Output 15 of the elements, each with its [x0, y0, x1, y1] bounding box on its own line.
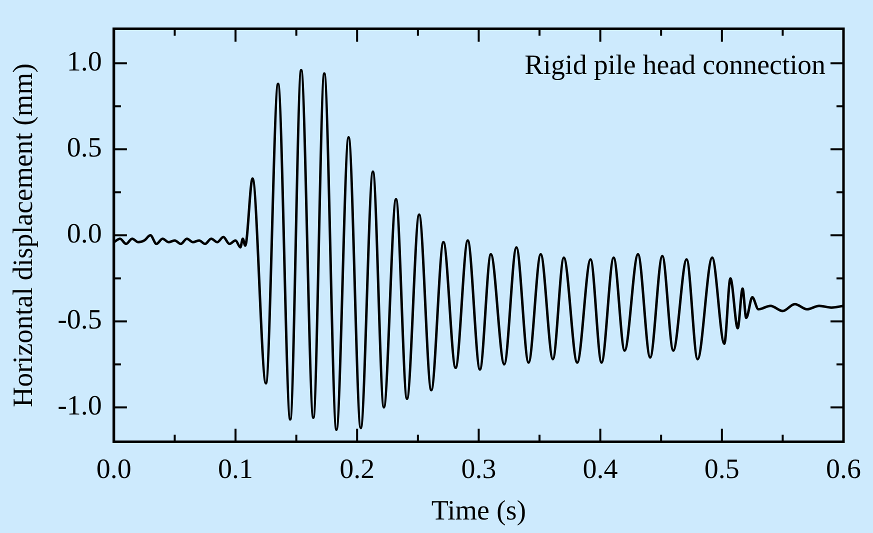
y-tick-label: 0.0: [66, 218, 102, 250]
x-tick-label: 0.2: [340, 454, 375, 485]
y-tick-label: -0.5: [58, 304, 102, 336]
y-tick-label: 1.0: [66, 46, 102, 78]
x-tick-label: 0.6: [826, 454, 861, 485]
x-axis-title: Time (s): [431, 496, 526, 527]
x-tick-label: 0.4: [582, 454, 618, 485]
y-tick-label: 0.5: [66, 132, 102, 164]
x-tick-label: 0.1: [218, 454, 254, 485]
x-tick-label: 0.3: [461, 454, 496, 485]
y-tick-label: -1.0: [58, 390, 102, 422]
y-axis-title: Horizontal displacement (mm): [8, 63, 40, 408]
x-tick-label: 0.5: [704, 454, 740, 485]
annotation: Rigid pile head connection: [524, 50, 826, 82]
x-tick-label: 0.0: [96, 454, 132, 485]
